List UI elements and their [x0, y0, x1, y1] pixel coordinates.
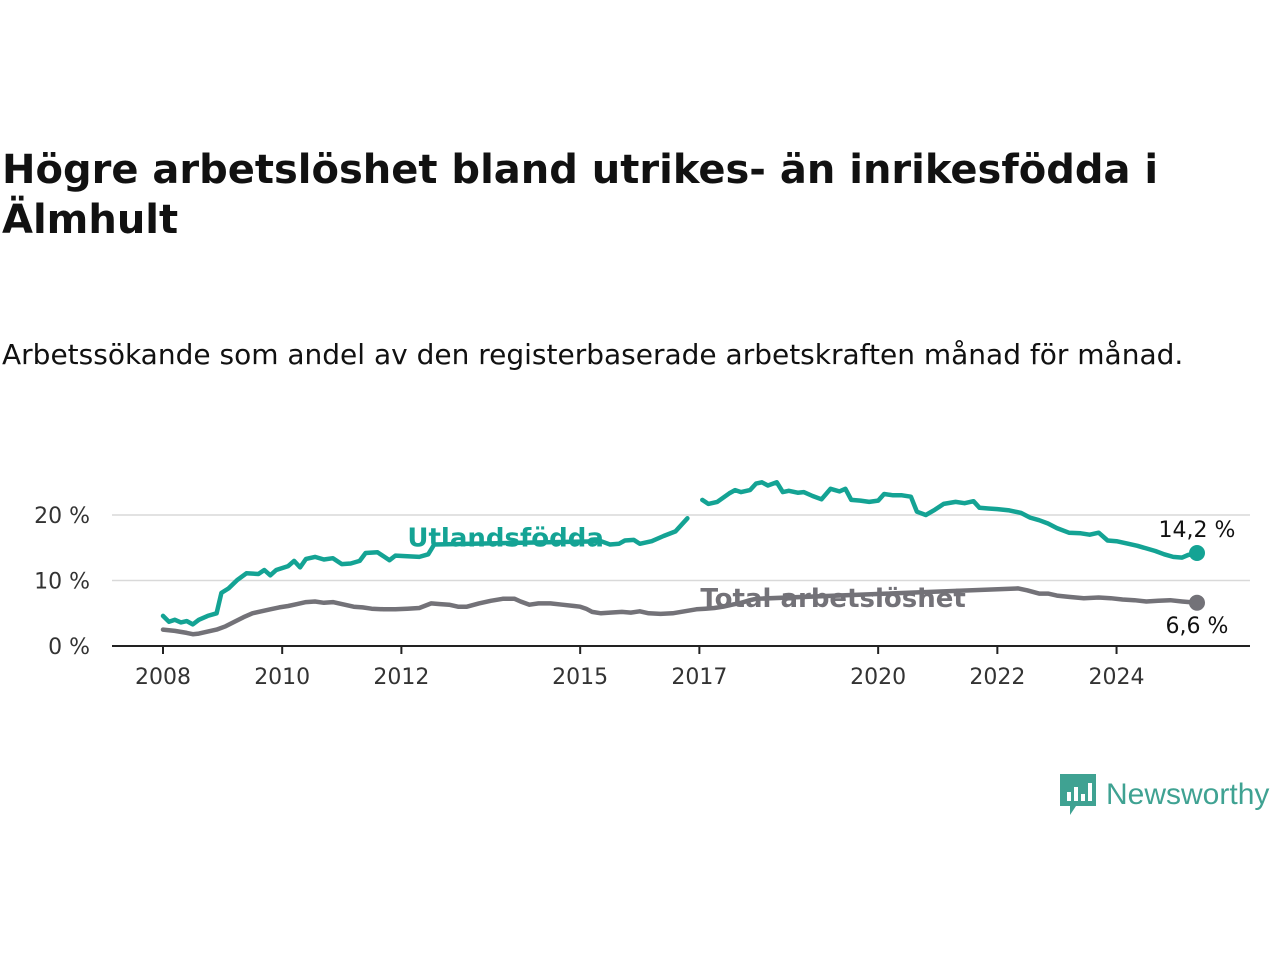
series-line-utlandsfodda [700, 480, 1200, 560]
label-layer: 14,2 % Utlandsfödda 6,6 % Total arbetslöshe… [407, 518, 1235, 639]
series-line-total [160, 586, 1200, 637]
x-tick-label: 2020 [850, 665, 906, 690]
grid-layer [112, 514, 1250, 582]
unemployment-line-chart: 0 % 10 % 20 % 2008 2010 2012 2015 2017 2020 2022 2… [34, 480, 1250, 690]
x-tick-label: 2008 [135, 665, 191, 690]
series-name-label: Total arbetslöshet [700, 584, 965, 614]
y-tick-label: 0 % [48, 635, 90, 660]
series-end-point [1189, 594, 1205, 611]
x-tick-label: 2022 [969, 665, 1025, 690]
series-end-label: 14,2 % [1159, 518, 1236, 543]
brand-name: Newsworthy [1106, 778, 1270, 811]
y-tick-label: 10 % [34, 570, 90, 595]
x-tick-label: 2015 [552, 665, 608, 690]
x-tick-label: 2010 [254, 665, 310, 690]
series-name-label: Utlandsfödda [407, 523, 604, 553]
chart-title: Högre arbetslöshet bland utrikes- än inr… [2, 147, 1159, 243]
x-tick-label: 2017 [671, 665, 727, 690]
x-tick-label: 2024 [1089, 665, 1145, 690]
chart-subtitle: Arbetssökande som andel av den registerb… [2, 338, 1184, 371]
line-layer [160, 480, 1205, 637]
series-end-label: 6,6 % [1166, 614, 1229, 639]
axis-layer: 0 % 10 % 20 % 2008 2010 2012 2015 2017 2020 2022 2… [34, 504, 1250, 690]
bar-chart-speech-bubble-icon [1060, 774, 1096, 815]
x-tick-label: 2012 [373, 665, 429, 690]
series-end-point [1189, 544, 1205, 561]
y-tick-label: 20 % [34, 504, 90, 529]
series-line-utlandsfodda [160, 516, 690, 627]
newsworthy-logo: Newsworthy [1058, 772, 1269, 818]
